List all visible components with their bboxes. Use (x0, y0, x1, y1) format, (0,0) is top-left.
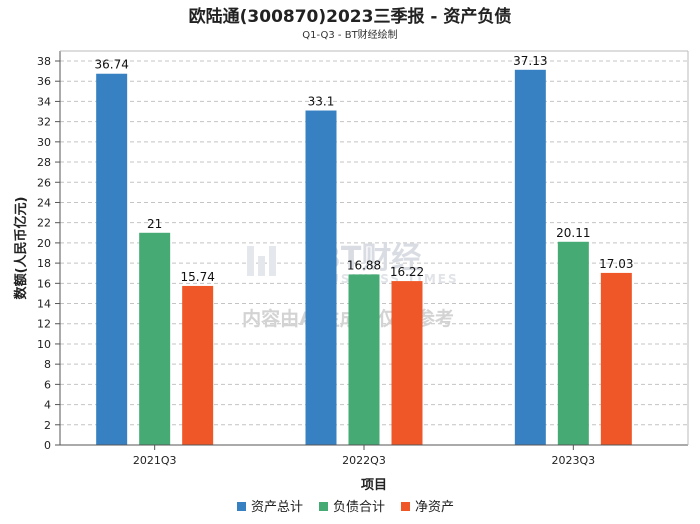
bar (514, 69, 546, 446)
y-tick-label: 2 (44, 419, 51, 432)
y-tick-label: 24 (37, 196, 51, 209)
y-tick-label: 0 (44, 439, 51, 452)
x-axis-label: 项目 (361, 478, 387, 493)
bar (182, 285, 214, 445)
watermark-logo-icon (247, 246, 276, 276)
y-axis-label: 数额(人民币亿元) (13, 197, 29, 300)
y-tick-label: 20 (37, 237, 51, 250)
data-label: 17.03 (599, 257, 633, 271)
y-tick-label: 12 (37, 318, 51, 331)
bar (139, 232, 171, 445)
y-tick-label: 26 (37, 176, 51, 189)
y-tick-label: 32 (37, 116, 51, 129)
watermark-brand-sub: BUSINESS TIMES (318, 272, 459, 286)
data-label: 15.74 (180, 270, 214, 284)
data-label: 36.74 (94, 58, 128, 72)
y-tick-label: 18 (37, 257, 51, 270)
legend-swatch (237, 502, 246, 511)
x-tick-label: 2023Q3 (552, 454, 596, 467)
data-labels: 36.74 21 15.74 33.1 16.88 16.22 37.13 20.11 17.0… (94, 54, 633, 284)
y-tick-label: 8 (44, 358, 51, 371)
y-tick-label: 16 (37, 277, 51, 290)
data-label: 21 (147, 217, 162, 231)
y-tick-label: 38 (37, 55, 51, 68)
legend-entry: 净资产 (415, 500, 454, 515)
chart-subtitle: Q1-Q3 - BT财经绘制 (302, 28, 397, 41)
y-tick-label: 4 (44, 399, 51, 412)
bar (96, 73, 128, 445)
y-tick-label: 36 (37, 75, 51, 88)
y-tick-label: 10 (37, 338, 51, 351)
y-tick-label: 30 (37, 136, 51, 149)
bar (600, 272, 632, 445)
bar (557, 241, 589, 445)
bar (305, 110, 337, 445)
legend-entry: 负债合计 (333, 500, 385, 515)
data-label: 37.13 (513, 54, 547, 68)
legend: 资产总计 负债合计 净资产 (237, 500, 454, 515)
data-label: 33.1 (308, 95, 335, 109)
chart-title: 欧陆通(300870)2023三季报 - 资产负债 (189, 6, 512, 27)
data-label: 16.88 (347, 258, 381, 272)
y-tick-label: 34 (37, 95, 51, 108)
y-tick-label: 6 (44, 378, 51, 391)
x-tick-label: 2022Q3 (342, 454, 386, 467)
x-tick-label: 2021Q3 (133, 454, 177, 467)
bar (348, 274, 380, 445)
legend-entry: 资产总计 (251, 500, 303, 515)
data-label: 16.22 (390, 265, 424, 279)
bars (96, 69, 632, 446)
legend-swatch (401, 502, 410, 511)
x-axis-categories: 2021Q3 2022Q3 2023Q3 (133, 445, 595, 467)
data-label: 20.11 (556, 226, 590, 240)
y-tick-label: 28 (37, 156, 51, 169)
bar (391, 281, 423, 445)
legend-swatch (319, 502, 328, 511)
y-tick-label: 14 (37, 298, 51, 311)
y-tick-label: 22 (37, 217, 51, 230)
